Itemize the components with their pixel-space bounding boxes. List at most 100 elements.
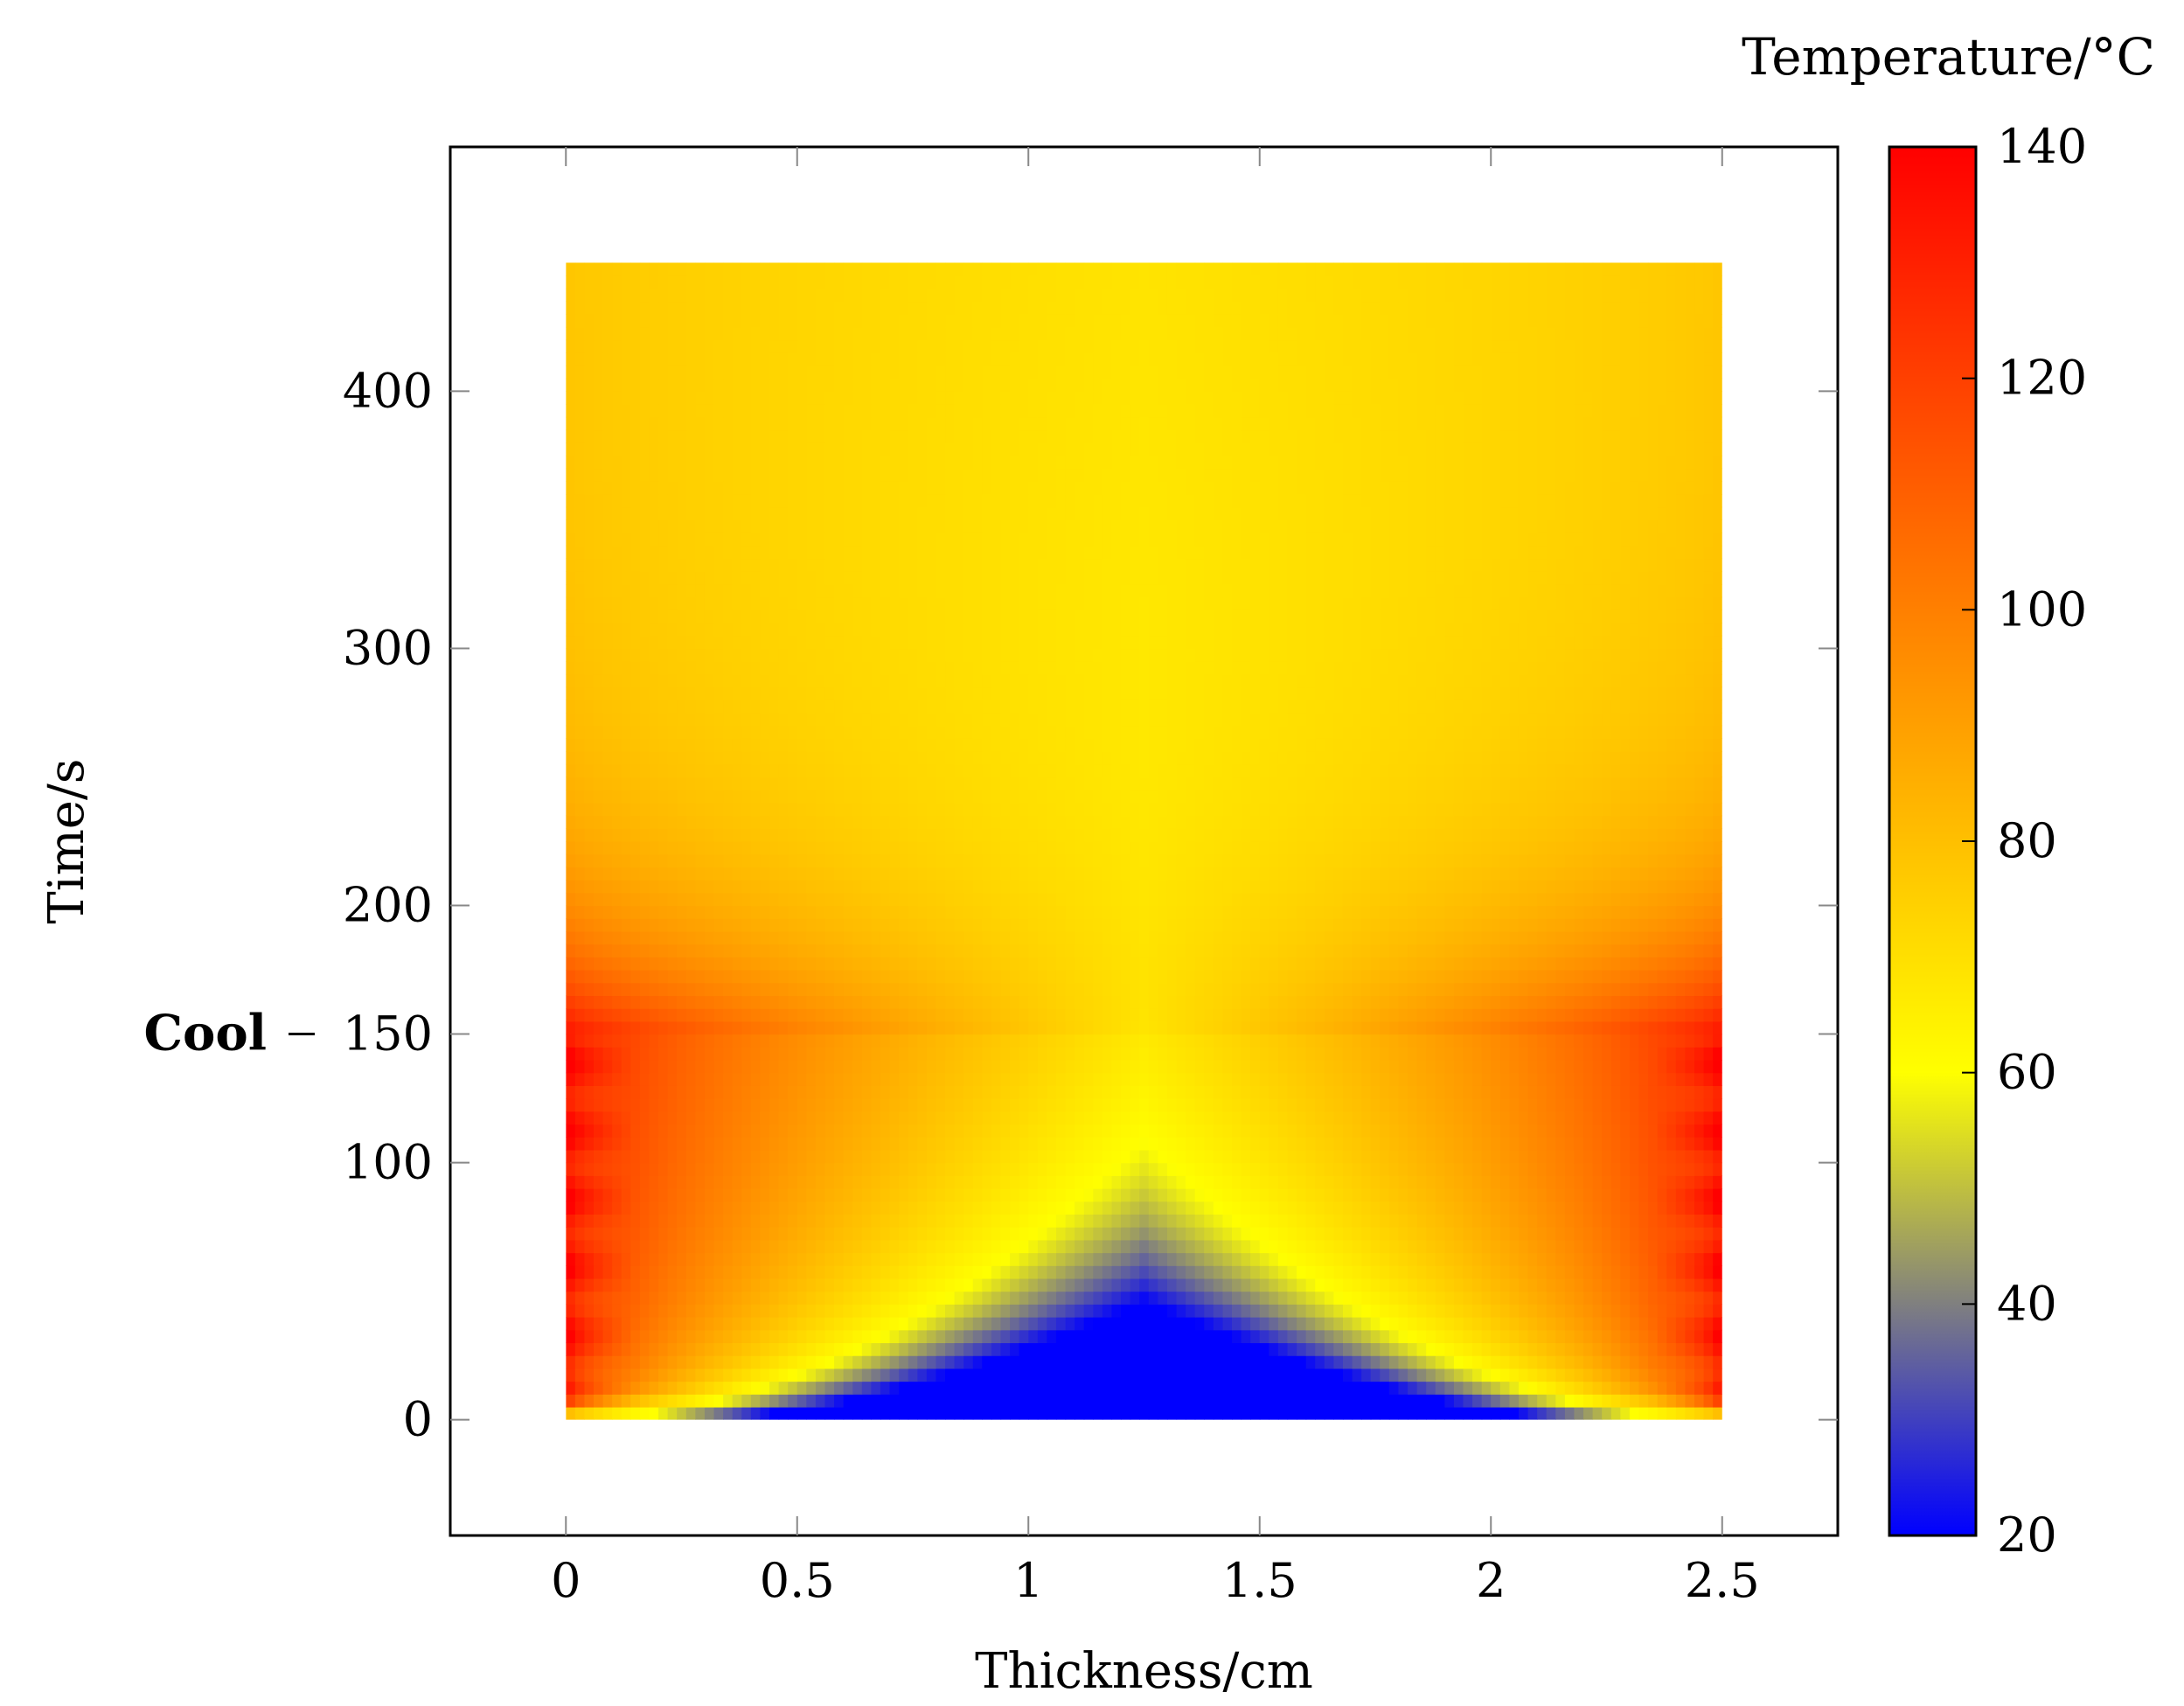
heatmap-cell xyxy=(1083,1317,1094,1331)
heatmap-cell xyxy=(908,1342,918,1356)
heatmap-cell xyxy=(1518,930,1529,945)
heatmap-cell xyxy=(612,1381,623,1395)
heatmap-cell xyxy=(1638,995,1649,1009)
heatmap-cell xyxy=(954,1342,964,1356)
heatmap-cell xyxy=(982,1072,992,1086)
heatmap-cell xyxy=(1610,1227,1621,1241)
heatmap-cell xyxy=(1047,1291,1057,1305)
heatmap-cell xyxy=(796,1291,807,1305)
heatmap-cell xyxy=(621,1085,631,1099)
heatmap-cell xyxy=(1194,1278,1205,1292)
heatmap-cell xyxy=(695,1034,706,1048)
heatmap-cell xyxy=(1491,1304,1501,1318)
heatmap-cell xyxy=(1408,1124,1418,1138)
heatmap-cell xyxy=(1583,957,1594,971)
heatmap-cell xyxy=(1083,957,1094,971)
heatmap-cell xyxy=(1564,1355,1575,1369)
heatmap-cell xyxy=(1176,1034,1186,1048)
heatmap-cell xyxy=(685,1317,696,1331)
heatmap-cell xyxy=(778,1278,789,1292)
heatmap-cell xyxy=(1509,1304,1520,1318)
heatmap-cell xyxy=(899,1406,909,1420)
heatmap-cell xyxy=(649,1124,659,1138)
heatmap-cell xyxy=(880,1355,891,1369)
heatmap-cell xyxy=(880,1329,891,1344)
heatmap-cell xyxy=(1305,1214,1316,1228)
heatmap-cell xyxy=(1610,957,1621,971)
heatmap-cell xyxy=(1444,1381,1455,1395)
heatmap-cell xyxy=(1000,1239,1011,1254)
heatmap-cell xyxy=(1269,957,1279,971)
heatmap-cell xyxy=(1342,1355,1353,1369)
heatmap-cell xyxy=(1297,1227,1307,1241)
heatmap-cell xyxy=(1028,1034,1039,1048)
heatmap-cell xyxy=(1481,1291,1492,1305)
heatmap-cell xyxy=(1499,1047,1511,1061)
heatmap-cell xyxy=(982,1394,992,1408)
heatmap-cell xyxy=(1083,1214,1094,1228)
heatmap-cell xyxy=(917,1252,928,1266)
heatmap-cell xyxy=(1444,1201,1455,1215)
heatmap-cell xyxy=(1564,1059,1575,1074)
heatmap-cell xyxy=(1481,1406,1492,1420)
heatmap-cell xyxy=(843,1239,853,1254)
heatmap-cell xyxy=(713,1394,724,1408)
heatmap-cell xyxy=(972,1342,983,1356)
heatmap-cell xyxy=(760,905,770,919)
heatmap-cell xyxy=(1638,1368,1649,1382)
heatmap-cell xyxy=(889,1368,900,1382)
heatmap-cell xyxy=(824,1214,835,1228)
heatmap-cell xyxy=(685,905,696,919)
heatmap-cell xyxy=(1250,1278,1261,1292)
heatmap-cell xyxy=(1241,944,1251,957)
heatmap-cell xyxy=(1166,905,1178,919)
heatmap-cell xyxy=(806,1317,817,1331)
heatmap-cell xyxy=(1685,1098,1695,1112)
heatmap-cell xyxy=(1158,1214,1168,1228)
heatmap-cell xyxy=(630,1149,641,1164)
heatmap-cell xyxy=(1361,905,1372,919)
heatmap-cell xyxy=(1629,1406,1640,1420)
heatmap-cell xyxy=(889,1239,900,1254)
heatmap-cell xyxy=(1342,944,1353,957)
heatmap-cell xyxy=(685,1368,696,1382)
heatmap-cell xyxy=(1370,1265,1381,1279)
heatmap-cell xyxy=(1232,1008,1242,1022)
heatmap-cell xyxy=(602,1214,613,1228)
heatmap-cell xyxy=(806,1162,817,1176)
heatmap-cell xyxy=(1546,1085,1556,1099)
heatmap-cell xyxy=(1564,1008,1575,1022)
heatmap-cell xyxy=(1380,1252,1390,1266)
heatmap-cell xyxy=(1277,957,1289,971)
heatmap-cell xyxy=(566,1368,576,1382)
heatmap-cell xyxy=(1610,1162,1621,1176)
heatmap-cell xyxy=(1297,1008,1307,1022)
heatmap-cell xyxy=(1388,1188,1400,1202)
heatmap-cell xyxy=(972,1406,983,1420)
heatmap-cell xyxy=(1518,1406,1529,1420)
heatmap-cell xyxy=(750,944,762,957)
heatmap-cell xyxy=(1324,1201,1334,1215)
heatmap-cell xyxy=(1333,1355,1344,1369)
heatmap-cell xyxy=(1277,1406,1289,1420)
heatmap-cell xyxy=(1000,1317,1011,1331)
heatmap-cell xyxy=(1065,1265,1075,1279)
heatmap-cell xyxy=(1028,1008,1039,1022)
heatmap-cell xyxy=(584,930,595,945)
heatmap-cell xyxy=(1297,1047,1307,1061)
heatmap-cell xyxy=(1463,1304,1473,1318)
heatmap-cell xyxy=(908,930,918,945)
heatmap-cell xyxy=(1555,995,1566,1009)
heatmap-cell xyxy=(1380,1162,1390,1176)
heatmap-cell xyxy=(1416,1072,1427,1086)
heatmap-cell xyxy=(1574,918,1584,932)
heatmap-cell xyxy=(1666,1047,1677,1061)
heatmap-cell xyxy=(1176,1047,1186,1061)
heatmap-cell xyxy=(593,1368,604,1382)
heatmap-cell xyxy=(1222,1265,1233,1279)
heatmap-cell xyxy=(574,1149,586,1164)
heatmap-cell xyxy=(1408,944,1418,957)
heatmap-cell xyxy=(1713,1227,1722,1241)
heatmap-cell xyxy=(1139,1317,1150,1331)
heatmap-cell xyxy=(1703,1149,1714,1164)
